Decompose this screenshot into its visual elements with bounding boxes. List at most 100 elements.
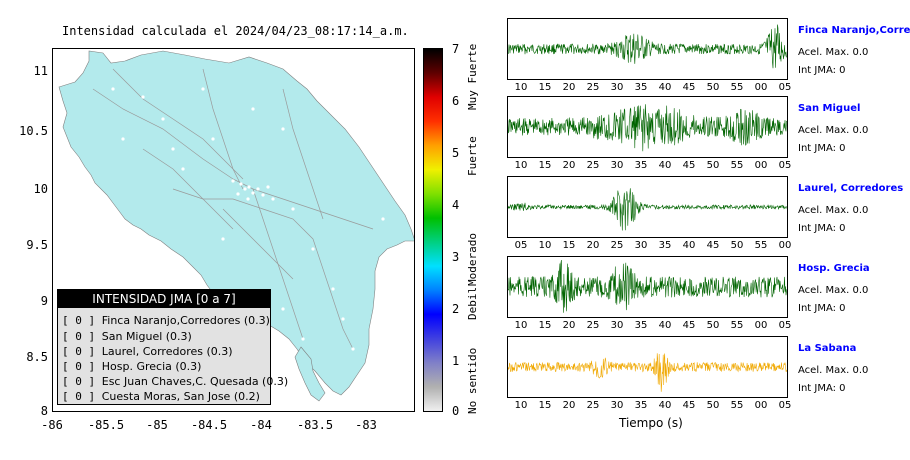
station-markers — [111, 87, 385, 351]
trace-tick: 30 — [610, 82, 624, 93]
legend-name: Esc Juan Chaves,C. Quesada (0.3) — [101, 375, 289, 388]
accel-max-label: Acel. Max. 0.0 — [798, 365, 869, 376]
station-name: Laurel, Corredores — [798, 183, 904, 194]
station-dot — [111, 87, 115, 91]
legend-code: [ 0 ] — [62, 345, 96, 358]
colorbar-label-muy-fuerte: Muy Fuerte — [466, 43, 479, 110]
trace-tick: 15 — [538, 82, 552, 93]
trace-tick: 00 — [754, 320, 768, 331]
accel-max-label: Acel. Max. 0.0 — [798, 125, 869, 136]
trace-tick: 00 — [754, 400, 768, 411]
colorbar-tick-4: 4 — [452, 198, 460, 212]
trace-tick: 05 — [778, 400, 792, 411]
station-dot — [301, 337, 305, 341]
legend-code: [ 0 ] — [62, 314, 96, 327]
station-dot — [121, 137, 125, 141]
osa-peninsula — [294, 346, 326, 402]
station-dot — [261, 193, 265, 197]
trace-tick: 45 — [706, 240, 720, 251]
waveform-line — [507, 353, 788, 392]
trace-tick: 55 — [730, 400, 744, 411]
trace-tick: 05 — [778, 82, 792, 93]
int-jma-label: Int JMA: 0 — [798, 143, 846, 154]
map-xtick--84-5: -84.5 — [190, 418, 228, 432]
colorbar-label-debil: Debil — [466, 286, 479, 320]
colorbar-tick-2: 2 — [452, 302, 460, 316]
trace-tick: 10 — [514, 320, 528, 331]
waveform-line — [507, 188, 788, 231]
colorbar-label-moderado: Moderado — [466, 233, 479, 286]
station-dot — [201, 87, 205, 91]
trace-tick: 15 — [538, 160, 552, 171]
waveform — [507, 188, 788, 231]
trace-tick: 55 — [730, 82, 744, 93]
map-ytick-9: 9 — [40, 294, 48, 308]
trace-tick: 10 — [538, 240, 552, 251]
trace-tick: 40 — [682, 240, 696, 251]
trace-tick: 35 — [658, 240, 672, 251]
road-network — [92, 68, 374, 350]
station-dot — [311, 247, 315, 251]
legend-item: [ 0 ] Laurel, Corredores (0.3) — [62, 345, 233, 358]
station-dot — [231, 179, 235, 183]
map-ytick-10: 10 — [33, 182, 48, 196]
station-name: La Sabana — [798, 343, 857, 354]
trace-tick: 25 — [586, 320, 600, 331]
legend-name: San Miguel (0.3) — [101, 330, 192, 343]
colorbar-tick-5: 5 — [452, 146, 460, 160]
trace-tick: 20 — [562, 320, 576, 331]
station-dot — [291, 207, 295, 211]
trace-tick: 25 — [610, 240, 624, 251]
trace-tick: 50 — [730, 240, 744, 251]
map-xtick--85-5: -85.5 — [87, 418, 125, 432]
trace-tick: 30 — [634, 240, 648, 251]
legend-name: Hosp. Grecia (0.3) — [101, 360, 202, 373]
trace-tick: 00 — [754, 160, 768, 171]
trace-tick: 10 — [514, 82, 528, 93]
station-dot — [211, 137, 215, 141]
trace-tick: 25 — [586, 160, 600, 171]
station-dot — [247, 185, 251, 189]
accel-max-label: Acel. Max. 0.0 — [798, 47, 869, 58]
accel-max-label: Acel. Max. 0.0 — [798, 205, 869, 216]
colorbar-tick-0: 0 — [452, 404, 460, 418]
trace-box — [507, 336, 788, 398]
map-ytick-8-5: 8.5 — [26, 350, 48, 364]
station-dot — [351, 347, 355, 351]
station-dot — [171, 147, 175, 151]
trace-tick: 50 — [706, 320, 720, 331]
trace-tick: 15 — [538, 320, 552, 331]
colorbar-tick-3: 3 — [452, 250, 460, 264]
waveform-line — [507, 24, 788, 69]
colorbar-label-no-sentido: No sentido — [466, 347, 479, 414]
legend-title: INTENSIDAD JMA [0 a 7] — [58, 290, 270, 308]
trace-tick: 30 — [610, 320, 624, 331]
station-dot — [281, 307, 285, 311]
trace-tick: 35 — [634, 400, 648, 411]
station-dot — [161, 117, 165, 121]
int-jma-label: Int JMA: 0 — [798, 303, 846, 314]
trace-tick: 05 — [778, 160, 792, 171]
map-ytick-9-5: 9.5 — [26, 238, 48, 252]
station-name: Hosp. Grecia — [798, 263, 870, 274]
station-name: Finca Naranjo,Corredor — [798, 25, 910, 36]
legend-code: [ 0 ] — [62, 375, 96, 388]
legend-code: [ 0 ] — [62, 360, 96, 373]
station-dot — [266, 185, 270, 189]
trace-box — [507, 18, 788, 80]
trace-tick: 20 — [562, 400, 576, 411]
waveform — [507, 104, 788, 152]
trace-tick: 00 — [754, 82, 768, 93]
station-dot — [381, 217, 385, 221]
trace-tick: 35 — [634, 320, 648, 331]
waveform-line — [507, 104, 788, 152]
colorbar-tick-7: 7 — [452, 42, 460, 56]
int-jma-label: Int JMA: 0 — [798, 65, 846, 76]
station-dot — [221, 237, 225, 241]
trace-tick: 15 — [562, 240, 576, 251]
trace-tick: 55 — [730, 160, 744, 171]
trace-tick: 15 — [538, 400, 552, 411]
legend-item: [ 0 ] San Miguel (0.3) — [62, 330, 192, 343]
trace-tick: 05 — [778, 320, 792, 331]
traces-xlabel: Tiempo (s) — [619, 416, 683, 430]
